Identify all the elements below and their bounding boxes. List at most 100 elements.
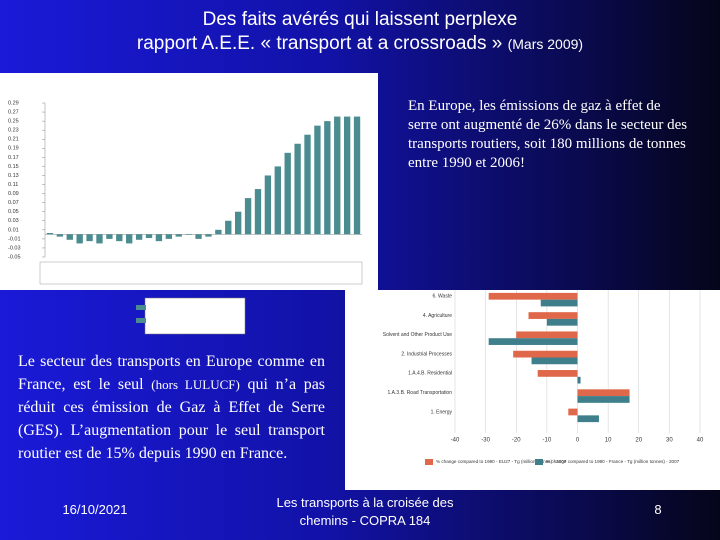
bar xyxy=(531,357,578,365)
bar xyxy=(205,234,212,237)
bar xyxy=(126,234,133,244)
title-text: rapport A.E.E. « transport at a crossroa… xyxy=(136,33,503,54)
y-tick-label: 6. Waste xyxy=(432,294,452,300)
y-tick-label: 0.15 xyxy=(8,164,19,170)
y-tick-label: -0.05 xyxy=(8,254,21,260)
title-line: rapport A.E.E. « transport at a crossroa… xyxy=(0,32,720,56)
x-tick-label: -10 xyxy=(543,438,552,444)
title-date: (Mars 2009) xyxy=(507,36,584,52)
y-tick-label: 1. Energy xyxy=(431,409,453,415)
title-line: Des faits avérés qui laissent perplexe xyxy=(202,9,518,30)
legend-label: % change compared to 1990 - EU27 - Tg (m… xyxy=(436,459,567,464)
bar xyxy=(568,408,578,416)
bar xyxy=(284,152,291,235)
y-tick-label: 0.29 xyxy=(8,100,19,106)
x-tick-label: 20 xyxy=(635,438,642,444)
y-tick-label: 1.A.3.B. Road Transportation xyxy=(388,390,453,396)
bar xyxy=(528,312,578,319)
bar xyxy=(56,234,64,237)
bar xyxy=(76,234,83,244)
y-tick-label: 0.03 xyxy=(8,218,19,224)
y-tick-label: 0.11 xyxy=(8,182,18,188)
bar xyxy=(116,234,123,242)
bar xyxy=(537,370,578,377)
bar xyxy=(145,234,153,238)
bar xyxy=(244,198,252,235)
bar xyxy=(353,116,361,235)
x-tick-label: 10 xyxy=(605,438,612,444)
y-tick-label: 0.13 xyxy=(8,173,19,179)
bar xyxy=(516,331,578,339)
bar xyxy=(343,116,351,235)
text: Le secteur des transports en Europe comm… xyxy=(18,353,325,393)
bar xyxy=(577,389,630,397)
bar xyxy=(106,234,113,239)
y-tick-label: Solvent and Other Product Use xyxy=(383,332,452,338)
y-tick-label: 0.01 xyxy=(8,227,19,233)
bar xyxy=(334,116,341,235)
x-tick-label: 30 xyxy=(666,438,673,444)
bar xyxy=(294,143,301,235)
bar xyxy=(215,229,222,235)
text: qui n’a pas réduit ces émission de Gaz à… xyxy=(18,376,326,462)
bar xyxy=(513,350,578,358)
bar xyxy=(175,234,182,237)
bar xyxy=(488,338,578,345)
bar xyxy=(577,396,630,403)
y-tick-label: 0.27 xyxy=(8,110,19,116)
left-paragraph: Le secteur des transports en Europe comm… xyxy=(18,350,325,465)
x-tick-label: -40 xyxy=(451,438,460,444)
bar xyxy=(185,234,192,235)
y-tick-label: 0.07 xyxy=(8,200,19,206)
footer-center: Les transports à la croisée des chemins … xyxy=(276,495,454,528)
legend-label: % change compared to 1990 - France - Tg … xyxy=(546,459,680,464)
x-tick-label: -30 xyxy=(481,438,490,444)
footer-date: 16/10/2021 xyxy=(62,502,128,517)
y-tick-label: 0.05 xyxy=(8,209,19,215)
title: Des faits avérés qui laissent perplexe r… xyxy=(0,8,720,56)
x-tick-label: 40 xyxy=(697,438,704,444)
bar xyxy=(488,292,578,300)
y-tick-label: 1.A.4.B. Residential xyxy=(408,371,452,377)
bar xyxy=(324,121,331,235)
bar xyxy=(314,125,321,235)
y-tick-label: -0.01 xyxy=(8,236,21,242)
bar xyxy=(540,299,578,307)
y-tick-label: 0.21 xyxy=(8,137,19,143)
legend-swatch xyxy=(136,318,146,323)
y-tick-label: 0.25 xyxy=(8,119,19,125)
bar xyxy=(264,175,272,235)
y-tick-label: 0.09 xyxy=(8,191,19,197)
legend-swatch xyxy=(425,459,433,465)
legend-swatch xyxy=(136,305,146,310)
bar xyxy=(254,189,262,235)
y-tick-label: 4. Agriculture xyxy=(423,313,452,319)
text: (hors LULUCF) xyxy=(151,377,240,392)
y-tick-label: -0.03 xyxy=(8,245,21,251)
x-tick-label: 0 xyxy=(576,438,580,444)
chart-panel xyxy=(0,73,378,290)
bar xyxy=(577,415,599,423)
bar xyxy=(274,166,281,235)
right-paragraph: En Europe, les émissions de gaz à effet … xyxy=(408,98,688,171)
axis-frame xyxy=(39,261,363,285)
bar xyxy=(195,234,202,239)
page-number: 8 xyxy=(654,502,662,517)
bar xyxy=(577,376,581,384)
bar xyxy=(96,234,103,244)
legend-swatch xyxy=(535,459,543,465)
bar xyxy=(165,234,172,239)
y-tick-label: 0.19 xyxy=(8,146,19,152)
bar xyxy=(66,234,73,240)
y-tick-label: 0.17 xyxy=(8,155,19,161)
bar xyxy=(546,318,578,326)
bar xyxy=(135,234,143,240)
chart-panel xyxy=(345,290,720,490)
y-tick-label: 2. Industrial Processes xyxy=(401,351,452,357)
bar xyxy=(225,220,232,235)
bar xyxy=(46,232,54,235)
legend-box xyxy=(144,297,246,335)
bar xyxy=(155,234,163,242)
